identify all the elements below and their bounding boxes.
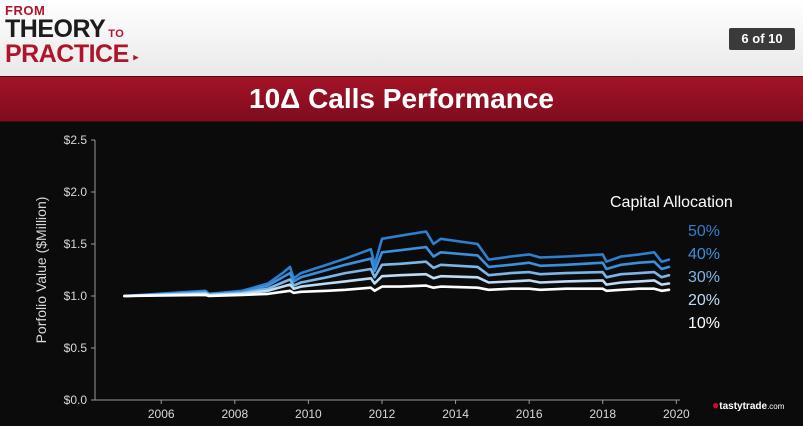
- x-tick-label: 2020: [663, 407, 690, 421]
- series-line-40pct: [123, 245, 671, 298]
- brand-suffix: .com: [767, 402, 785, 411]
- logo-practice: PRACTICE: [5, 40, 129, 68]
- x-tick-label: 2010: [295, 407, 322, 421]
- series-group: [123, 230, 671, 298]
- tastytrade-brand: ●tastytrade.com: [712, 398, 784, 412]
- y-tick-label: $1.0: [64, 289, 88, 303]
- performance-line-chart: $0.0 $0.5 $1.0 $1.5 $2.0 $2.5 2006 2008 2010 2012…: [33, 133, 690, 421]
- legend-item-30: 30%: [687, 269, 720, 286]
- series-line-50pct: [123, 230, 671, 298]
- legend: Capital Allocation 50% 40% 30% 20% 10%: [610, 194, 800, 335]
- legend-item-20: 20%: [687, 292, 720, 309]
- play-arrow-icon: ▸: [133, 51, 139, 64]
- y-tick-label: $1.5: [64, 237, 88, 251]
- legend-item-10: 10%: [687, 315, 720, 332]
- y-tick-label: $2.5: [64, 133, 88, 147]
- legend-item-40: 40%: [687, 246, 720, 263]
- series-line-20pct: [123, 272, 671, 298]
- y-tick-label: $0.0: [64, 393, 88, 407]
- y-axis-label: Porfolio Value ($Million): [33, 197, 49, 344]
- slide-counter: 6 of 10: [729, 28, 795, 50]
- logo-from: FROM: [5, 3, 46, 18]
- series-line-10pct: [123, 284, 671, 298]
- y-tick-label: $2.0: [64, 185, 88, 199]
- x-tick-label: 2008: [221, 407, 248, 421]
- title-band: 10Δ Calls Performance: [0, 76, 803, 122]
- logo-to: TO: [108, 28, 125, 40]
- from-theory-to-practice-logo: FROM THEORY TO PRACTICE ▸: [5, 4, 139, 67]
- header: FROM THEORY TO PRACTICE ▸ 6 of 10: [0, 0, 803, 76]
- legend-title: Capital Allocation: [610, 194, 733, 211]
- logo-theory: THEORY: [5, 15, 106, 43]
- legend-item-50: 50%: [687, 223, 720, 240]
- x-tick-label: 2016: [516, 407, 543, 421]
- x-tick-label: 2012: [369, 407, 396, 421]
- axis-group: $0.0 $0.5 $1.0 $1.5 $2.0 $2.5 2006 2008 2010 2012…: [33, 133, 690, 421]
- cherry-icon: ●: [712, 398, 720, 412]
- x-tick-label: 2006: [148, 407, 175, 421]
- series-line-30pct: [123, 260, 671, 298]
- x-tick-label: 2014: [442, 407, 469, 421]
- brand-name: tastytrade: [719, 401, 768, 412]
- x-tick-label: 2018: [589, 407, 616, 421]
- slide-title: 10Δ Calls Performance: [249, 83, 554, 114]
- y-tick-label: $0.5: [64, 341, 88, 355]
